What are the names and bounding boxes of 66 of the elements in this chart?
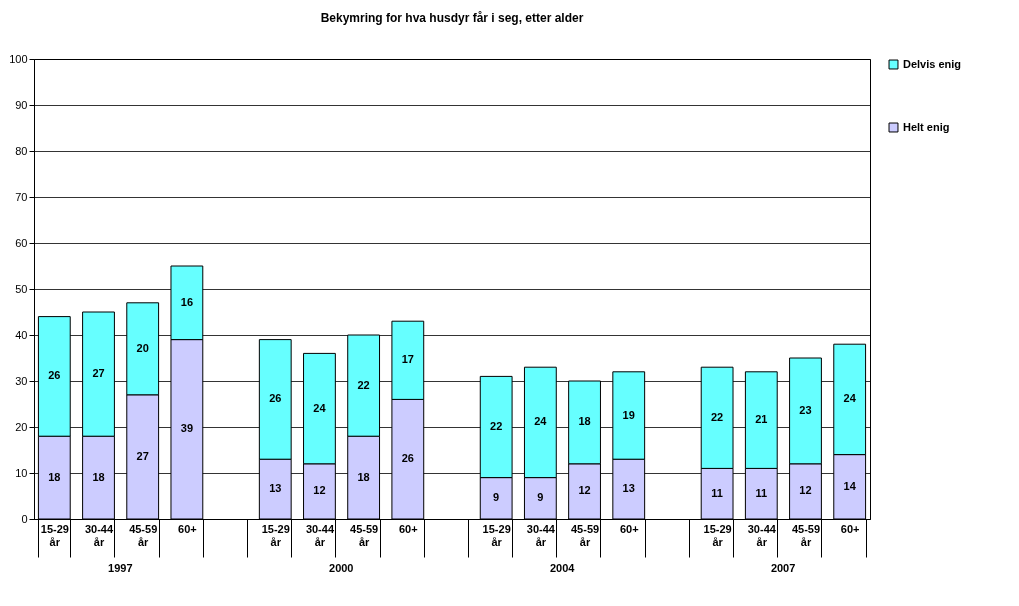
data-label: 18 — [48, 470, 61, 483]
x-tick-label: 15-29 år — [40, 522, 69, 548]
y-tick-label: 60 — [15, 236, 28, 249]
data-label: 23 — [799, 403, 812, 416]
data-label: 18 — [357, 470, 370, 483]
y-tick-label: 10 — [15, 466, 28, 479]
data-label: 18 — [92, 470, 105, 483]
y-tick-label: 50 — [15, 282, 28, 295]
text: 2007 — [770, 562, 796, 574]
data-label: 22 — [490, 420, 503, 432]
data-label: 22 — [357, 378, 370, 391]
y-tick-label: 90 — [15, 98, 28, 111]
text: 1997 — [108, 562, 133, 574]
data-label: 12 — [313, 484, 326, 497]
x-tick-label: 30-44 år — [747, 522, 777, 548]
data-label: 22 — [710, 410, 724, 423]
data-label: 26 — [401, 452, 414, 465]
data-label: 19 — [622, 408, 635, 421]
data-label: 26 — [48, 369, 61, 382]
data-label: 27 — [136, 449, 149, 462]
y-tick-label: 100 — [9, 52, 28, 65]
data-label: 26 — [269, 392, 282, 405]
x-tick-label: 15-29 år — [482, 522, 511, 548]
data-label: 21 — [755, 413, 768, 426]
data-label: 16 — [180, 295, 194, 308]
chart-title: Bekymring for hva husdyr får i seg, etter alder — [320, 11, 584, 25]
x-tick-label: 15-29 år — [261, 522, 290, 548]
data-label: 12 — [799, 484, 812, 497]
y-tick-label: 70 — [15, 190, 28, 203]
text: 2004 — [549, 562, 576, 574]
data-label: 9 — [493, 491, 500, 504]
x-tick-label: 30-44 år — [305, 522, 335, 548]
legend-label: Helt enig — [903, 120, 950, 133]
data-label: 9 — [537, 491, 544, 504]
data-label: 39 — [180, 422, 194, 435]
x-tick-label: 60+ — [398, 522, 418, 535]
x-tick-label: 45-59 år — [570, 522, 600, 548]
data-label: 17 — [401, 353, 414, 366]
x-tick-label: 30-44 år — [84, 522, 114, 548]
data-label: 24 — [313, 401, 327, 414]
data-label: 24 — [534, 415, 548, 428]
y-tick-label: 0 — [21, 512, 28, 525]
data-label: 12 — [578, 484, 591, 497]
data-label: 13 — [269, 482, 282, 495]
x-tick-label: 45-59 år — [129, 522, 158, 548]
x-tick-label: 45-59 år — [350, 522, 379, 548]
y-tick-label: 30 — [15, 374, 28, 387]
data-label: 18 — [578, 415, 591, 428]
y-tick-label: 40 — [15, 328, 28, 341]
data-label: 14 — [843, 479, 857, 492]
data-label: 24 — [843, 392, 857, 405]
data-label: 13 — [622, 482, 635, 495]
data-label: 27 — [92, 367, 105, 380]
data-label: 11 — [711, 486, 723, 499]
x-tick-label: 60+ — [840, 522, 860, 535]
y-tick-label: 20 — [15, 420, 28, 433]
x-tick-label: 15-29 år — [703, 522, 732, 548]
x-tick-label: 60+ — [178, 522, 197, 535]
x-tick-label: 45-59 år — [791, 522, 821, 548]
x-tick-label: 30-44 år — [526, 522, 556, 548]
data-label: 11 — [755, 486, 768, 499]
y-tick-label: 80 — [15, 144, 28, 157]
x-tick-label: 60+ — [619, 522, 639, 535]
text: 2000 — [329, 562, 354, 574]
legend-label: Delvis enig — [903, 57, 962, 70]
data-label: 20 — [136, 341, 149, 354]
